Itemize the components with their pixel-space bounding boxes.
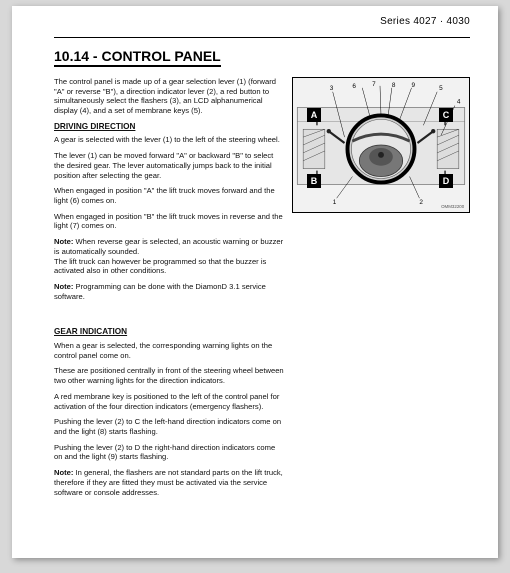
note-text: Programming can be done with the DiamonD… <box>54 282 266 301</box>
gear-p5: Pushing the lever (2) to D the right-han… <box>54 443 284 462</box>
page-header: Series 4027 · 4030 <box>54 16 470 38</box>
driving-direction-head: DRIVING DIRECTION <box>54 122 284 133</box>
driving-note1: Note: When reverse gear is selected, an … <box>54 237 284 276</box>
badge-a: A <box>307 108 321 122</box>
control-panel-figure: 3 6 7 8 9 5 4 1 2 OMM32200 A B C D <box>292 77 470 213</box>
gear-p3: A red membrane key is positioned to the … <box>54 392 284 411</box>
gear-p1: When a gear is selected, the correspondi… <box>54 341 284 360</box>
note-label: Note: <box>54 468 73 477</box>
callout-2: 2 <box>419 199 423 206</box>
badge-b: B <box>307 174 321 188</box>
callout-8: 8 <box>392 82 396 89</box>
manual-page: Series 4027 · 4030 10.14 - CONTROL PANEL <box>12 6 498 558</box>
callout-5: 5 <box>439 85 443 92</box>
callout-6: 6 <box>352 83 356 90</box>
badge-d: D <box>439 174 453 188</box>
body-text: The control panel is made up of a gear s… <box>54 77 284 497</box>
content-columns: 3 6 7 8 9 5 4 1 2 OMM32200 A B C D The c… <box>54 77 470 497</box>
callout-9: 9 <box>412 82 416 89</box>
driving-p2: The lever (1) can be moved forward "A" o… <box>54 151 284 180</box>
driving-p4: When engaged in position "B" the lift tr… <box>54 212 284 231</box>
callout-3: 3 <box>330 85 334 92</box>
badge-c: C <box>439 108 453 122</box>
gear-indication-head: GEAR INDICATION <box>54 327 284 338</box>
gear-p2: These are positioned centrally in front … <box>54 366 284 385</box>
figure-code: OMM32200 <box>441 204 465 209</box>
driving-p1: A gear is selected with the lever (1) to… <box>54 135 284 145</box>
driving-note2: Note: Programming can be done with the D… <box>54 282 284 301</box>
note-label: Note: <box>54 282 73 291</box>
gear-p4: Pushing the lever (2) to C the left-hand… <box>54 417 284 436</box>
gear-note: Note: In general, the flashers are not s… <box>54 468 284 497</box>
callout-4: 4 <box>457 99 461 106</box>
section-title: 10.14 - CONTROL PANEL <box>54 48 221 67</box>
callout-1: 1 <box>333 199 337 206</box>
note-text: When reverse gear is selected, an acoust… <box>54 237 283 256</box>
steering-wheel-diagram: 3 6 7 8 9 5 4 1 2 OMM32200 <box>293 78 469 212</box>
intro-paragraph: The control panel is made up of a gear s… <box>54 77 284 116</box>
driving-p3: When engaged in position "A" the lift tr… <box>54 186 284 205</box>
series-label: Series 4027 · 4030 <box>380 16 470 27</box>
note-text-b: The lift truck can however be programmed… <box>54 257 266 276</box>
callout-7: 7 <box>372 81 376 88</box>
note-label: Note: <box>54 237 73 246</box>
note-text: In general, the flashers are not standar… <box>54 468 283 496</box>
